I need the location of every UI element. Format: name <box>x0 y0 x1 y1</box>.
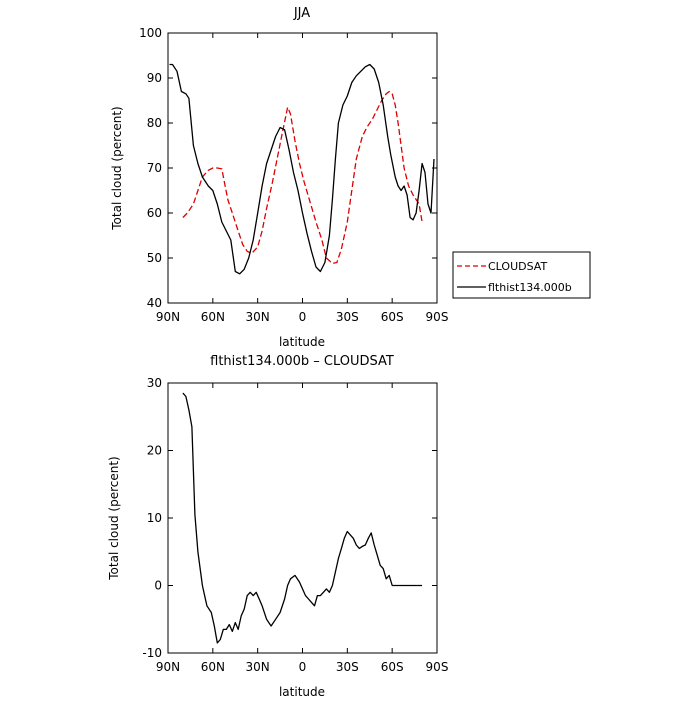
bottom-x-tick-label: 90S <box>426 660 449 674</box>
bottom-y-tick-label: 10 <box>147 511 162 525</box>
top-x-tick-label: 90N <box>156 310 180 324</box>
top-y-tick-label: 80 <box>147 116 162 130</box>
top-y-tick-label: 70 <box>147 161 162 175</box>
top-x-ticks: 90N 60N 30N 0 30S 60S 90S <box>156 33 449 324</box>
legend-label-model: flthist134.000b <box>488 281 572 294</box>
top-x-tick-label: 0 <box>299 310 307 324</box>
bottom-panel: flthist134.000b – CLOUDSAT 90N 60N 30N 0 30S… <box>107 354 448 699</box>
top-y-tick-label: 60 <box>147 206 162 220</box>
bottom-x-tick-label: 60N <box>201 660 225 674</box>
top-y-tick-label: 40 <box>147 296 162 310</box>
legend-label-cloudsat: CLOUDSAT <box>488 260 547 273</box>
bottom-x-ticks: 90N 60N 30N 0 30S 60S 90S <box>156 383 449 674</box>
bottom-chart-title: flthist134.000b – CLOUDSAT <box>210 354 394 369</box>
top-y-tick-label: 90 <box>147 71 162 85</box>
bottom-y-axis-label: Total cloud (percent) <box>107 456 121 580</box>
bottom-x-tick-label: 60S <box>381 660 404 674</box>
top-x-tick-label: 30N <box>246 310 270 324</box>
bottom-y-tick-label: 0 <box>154 579 162 593</box>
bottom-x-tick-label: 0 <box>299 660 307 674</box>
bottom-x-tick-label: 90N <box>156 660 180 674</box>
bottom-x-tick-label: 30S <box>336 660 359 674</box>
bottom-x-axis-label: latitude <box>279 685 325 699</box>
legend: CLOUDSAT flthist134.000b <box>452 251 591 299</box>
top-y-tick-label: 100 <box>139 26 162 40</box>
top-x-tick-label: 30S <box>336 310 359 324</box>
top-series-line-cloudsat <box>182 90 423 265</box>
bottom-plot-frame <box>167 382 438 654</box>
top-x-tick-label: 90S <box>426 310 449 324</box>
top-panel: JJA 90N 60N 30N 0 30S 60S 90S 405060708090100 … <box>110 6 591 349</box>
legend-box <box>452 251 591 299</box>
top-y-tick-label: 50 <box>147 251 162 265</box>
bottom-y-tick-label: -10 <box>142 646 162 660</box>
bottom-y-tick-label: 20 <box>147 444 162 458</box>
top-chart-title: JJA <box>293 6 310 21</box>
top-plot-frame <box>167 32 438 304</box>
bottom-series-group <box>182 392 423 644</box>
top-y-axis-label: Total cloud (percent) <box>110 106 124 230</box>
top-series-group <box>169 63 435 275</box>
top-y-ticks: 40 50 60 70 80 90 100 <box>139 26 437 310</box>
bottom-x-tick-label: 30N <box>246 660 270 674</box>
top-series-line-flthist134-000b <box>169 63 435 275</box>
top-x-tick-label: 60S <box>381 310 404 324</box>
bottom-y-ticks: -10 0 10 20 30 <box>142 376 437 660</box>
bottom-series-line-difference <box>182 392 423 644</box>
top-x-tick-label: 60N <box>201 310 225 324</box>
bottom-y-tick-label: 30 <box>147 376 162 390</box>
top-x-axis-label: latitude <box>279 335 325 349</box>
